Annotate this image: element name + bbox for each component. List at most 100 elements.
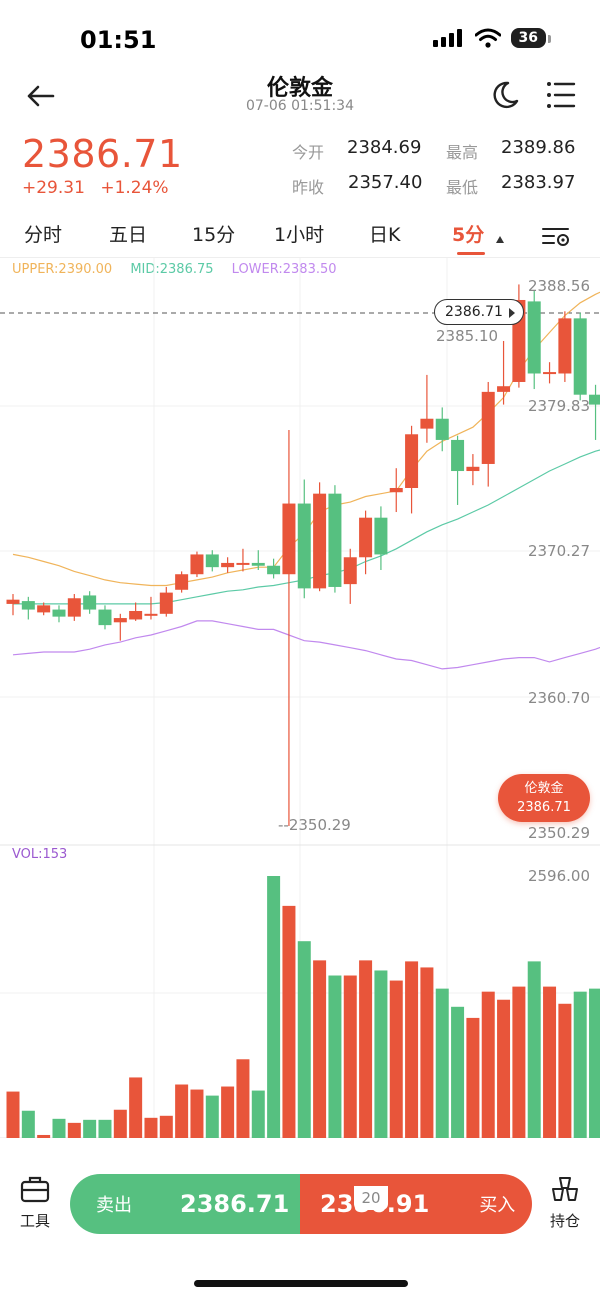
candle-body [267, 565, 281, 575]
tools-button[interactable]: 工具 [12, 1174, 58, 1234]
page-title: 伦敦金 [266, 76, 333, 101]
candle-body [343, 557, 357, 585]
volume-bar [205, 1095, 219, 1138]
volume-bar [420, 967, 434, 1138]
tab-5min[interactable]: 5分 [452, 224, 485, 246]
volume-bar [221, 1086, 235, 1138]
tab-1hour[interactable]: 1小时 [274, 224, 325, 246]
buy-label: 买入 [479, 1195, 516, 1216]
period-tabs: 分时 五日 15分 1小时 日K 5分 [0, 212, 600, 258]
low-marker-label: --2350.29 [278, 816, 351, 834]
candle-body [374, 517, 388, 555]
candle-body [159, 592, 173, 614]
candlestick-chart[interactable]: 2388.56 2379.83 2370.27 2360.70 2350.29 2385.… [0, 258, 600, 1138]
current-price: 2386.71 [22, 132, 183, 176]
candle-body [589, 394, 600, 405]
bubble-name: 伦敦金 [524, 781, 564, 796]
nav-header: 伦敦金 07-06 01:51:34 [0, 70, 600, 120]
lower-band-line [12, 620, 600, 670]
instrument-price-bubble[interactable]: 伦敦金 2386.71 [498, 774, 590, 822]
candle-body [67, 598, 81, 617]
volume-bar [359, 960, 373, 1138]
tag-arrow-icon [509, 308, 515, 318]
active-tab-underline [457, 252, 485, 255]
sell-price: 2386.71 [180, 1190, 290, 1218]
page-timestamp: 07-06 01:51:34 [245, 98, 354, 114]
volume-bar [512, 986, 526, 1138]
candle-body [37, 605, 51, 613]
high-label: 最高 [446, 143, 479, 162]
tab-dropdown-caret-icon[interactable] [496, 236, 504, 243]
candle-body [405, 434, 419, 488]
change-percent: +1.24% [100, 178, 169, 198]
sell-button[interactable]: 卖出 2386.71 [70, 1174, 300, 1234]
high-value: 2389.86 [501, 137, 576, 158]
volume-bar [589, 988, 600, 1138]
current-price-tag[interactable]: 2386.71 [434, 299, 524, 325]
volume-bar [159, 1115, 173, 1138]
volume-bar [297, 941, 311, 1138]
status-icons: 36 [432, 28, 552, 48]
tab-five-day[interactable]: 五日 [109, 224, 148, 246]
candle-body [420, 418, 434, 429]
tools-label: 工具 [19, 1212, 50, 1230]
volume-bar [67, 1122, 81, 1138]
candle-body [175, 574, 189, 590]
volume-bar [282, 905, 296, 1138]
volume-bar [497, 999, 511, 1138]
volume-bar [481, 991, 495, 1138]
menu-button[interactable] [542, 76, 580, 114]
candle-body [497, 386, 511, 392]
change-value: +29.31 [22, 178, 85, 198]
list-menu-icon [547, 82, 576, 108]
battery-indicator: 36 [510, 28, 552, 48]
candle-body [328, 493, 342, 587]
candle-body [435, 418, 449, 440]
home-indicator [194, 1280, 408, 1287]
tab-daily-k[interactable]: 日K [369, 224, 401, 246]
candle-body [236, 562, 250, 565]
volume-bar [6, 1091, 20, 1138]
briefcase-icon [20, 1176, 50, 1203]
candle-body [98, 609, 112, 626]
volume-bar [83, 1119, 97, 1138]
open-value: 2384.69 [347, 137, 422, 158]
candle-body [389, 487, 403, 493]
chart-settings-button[interactable] [540, 222, 574, 250]
candle-body [297, 503, 311, 589]
volume-bar [313, 960, 327, 1138]
volume-bar [374, 970, 388, 1138]
candle-body [221, 562, 235, 568]
volume-bar [328, 975, 342, 1138]
current-price-tag-text: 2386.71 [445, 304, 503, 320]
night-mode-button[interactable] [486, 76, 524, 114]
positions-button[interactable]: 持仓 [542, 1174, 588, 1234]
mid-band-label: MID:2386.75 [130, 262, 214, 277]
lower-band-label: LOWER:2383.50 [231, 262, 337, 277]
candle-body [251, 562, 265, 566]
volume-bar [389, 980, 403, 1138]
buy-button[interactable]: 2386.91 买入 [300, 1174, 532, 1234]
volume-bar [52, 1118, 66, 1138]
wifi-icon [474, 28, 501, 48]
candle-body [359, 517, 373, 558]
moon-icon [493, 81, 519, 109]
volume-label: VOL:153 [12, 847, 68, 862]
back-button[interactable] [20, 76, 60, 116]
candle-body [113, 618, 127, 623]
spread-badge: 20 [354, 1186, 388, 1210]
volume-bar [175, 1084, 189, 1138]
tab-15min[interactable]: 15分 [192, 224, 236, 246]
status-bar: 01:51 36 [0, 0, 600, 70]
volume-max-label: 2596.00 [528, 867, 590, 885]
status-time: 01:51 [80, 26, 157, 54]
mid-band-line [13, 449, 600, 605]
candle-body [52, 609, 66, 617]
y-axis-label: 2370.27 [528, 542, 590, 560]
tab-timeshare[interactable]: 分时 [24, 224, 63, 246]
candle-body [129, 610, 143, 620]
low-label: 最低 [446, 178, 479, 197]
low-value: 2383.97 [501, 172, 576, 193]
trade-bar: 工具 卖出 2386.71 2386.91 买入 20 持仓 [0, 1160, 600, 1250]
volume-bar [113, 1109, 127, 1138]
